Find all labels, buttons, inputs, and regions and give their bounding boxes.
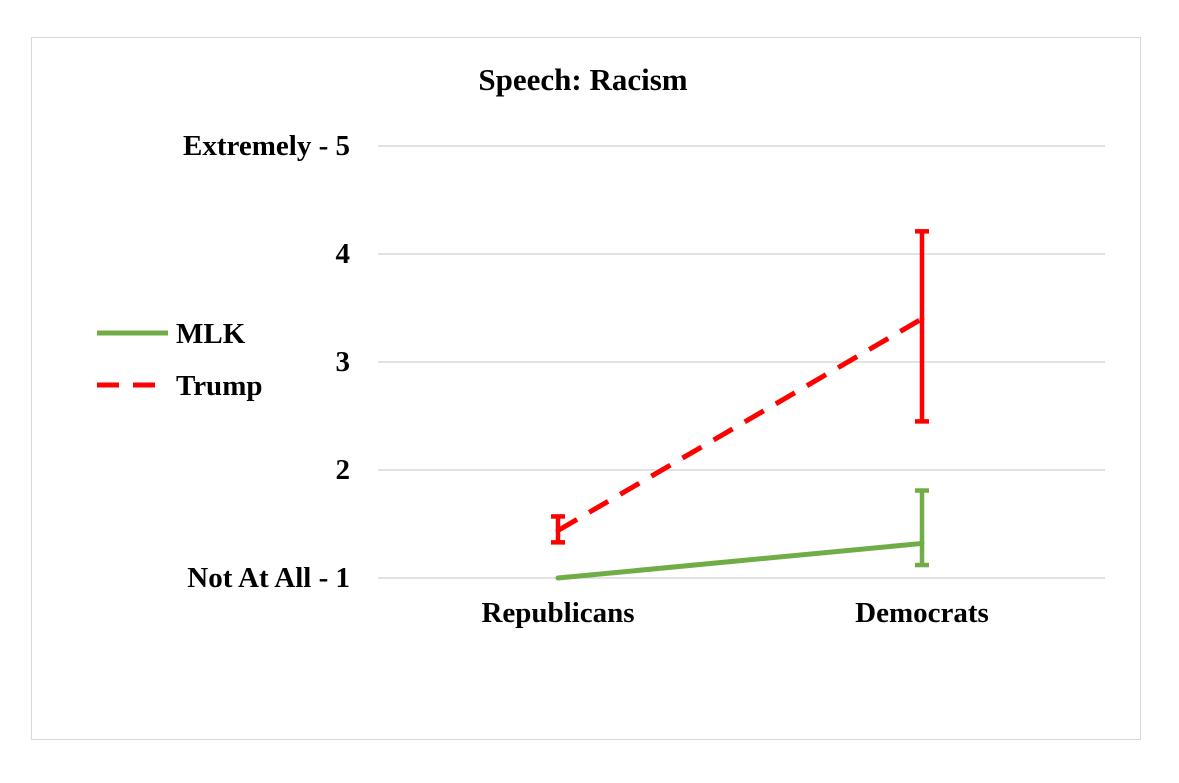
series-line-mlk xyxy=(557,540,923,581)
data-point-mlk-republicans xyxy=(555,575,561,581)
x-tick-labels: Republicans Democrats xyxy=(481,597,988,629)
y-tick-label-5: Extremely - 5 xyxy=(183,130,350,162)
error-bars xyxy=(551,229,929,568)
chart-title: Speech: Racism xyxy=(478,62,687,97)
gridlines xyxy=(378,145,1105,579)
series-group xyxy=(555,316,925,581)
y-tick-label-1: Not At All - 1 xyxy=(187,562,350,594)
legend: MLK Trump xyxy=(97,318,262,402)
legend-label-mlk: MLK xyxy=(176,318,246,350)
series-line-trump xyxy=(556,316,924,533)
y-tick-label-4: 4 xyxy=(336,238,351,270)
x-tick-label-republicans: Republicans xyxy=(481,597,634,629)
x-tick-label-democrats: Democrats xyxy=(855,597,989,629)
y-tick-labels: Not At All - 1 2 3 4 Extremely - 5 xyxy=(183,130,350,594)
legend-label-trump: Trump xyxy=(176,370,262,402)
error-bar-trump-republicans xyxy=(551,514,565,545)
y-tick-label-3: 3 xyxy=(336,346,351,378)
error-bar-trump-democrats xyxy=(915,229,929,424)
error-bar-mlk-democrats xyxy=(915,488,929,568)
y-tick-label-2: 2 xyxy=(336,454,351,486)
chart-frame xyxy=(31,37,1141,740)
